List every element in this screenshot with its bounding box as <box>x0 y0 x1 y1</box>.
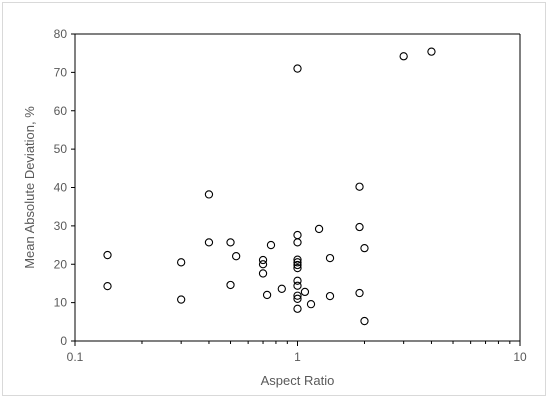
data-point <box>177 295 186 304</box>
y-tick-label: 10 <box>54 296 68 310</box>
data-point <box>262 290 272 300</box>
data-point <box>293 260 302 270</box>
y-tick-label: 60 <box>54 104 68 118</box>
x-tick-label: 10 <box>513 350 527 364</box>
data-point <box>293 294 302 303</box>
data-point <box>355 222 364 232</box>
y-tick-label: 50 <box>54 142 68 156</box>
data-point <box>226 238 235 247</box>
data-point <box>277 284 286 293</box>
data-point <box>360 243 369 253</box>
y-tick-label: 40 <box>54 181 68 195</box>
data-point <box>399 52 408 61</box>
data-point <box>293 230 302 240</box>
data-point <box>293 291 302 300</box>
data-point <box>204 238 214 247</box>
data-point <box>258 260 268 269</box>
data-point <box>258 255 268 265</box>
x-tick-label: 1 <box>294 350 301 364</box>
data-point <box>103 250 112 260</box>
data-point <box>293 276 302 285</box>
data-points <box>103 47 436 326</box>
data-point <box>293 258 302 267</box>
data-point <box>293 263 302 273</box>
y-tick-label: 70 <box>54 65 68 79</box>
tick-labels: 0 10 20 30 40 50 60 70 80 0.1 1 10 <box>54 27 527 364</box>
data-point <box>293 255 302 264</box>
data-point <box>103 281 112 291</box>
y-tick-label: 20 <box>54 257 68 271</box>
chart-frame <box>2 2 546 396</box>
data-point <box>427 47 436 56</box>
data-point <box>325 253 335 263</box>
y-tick-label: 80 <box>54 27 68 41</box>
data-point <box>314 224 324 234</box>
data-point <box>204 190 214 199</box>
data-point <box>293 238 302 247</box>
data-point <box>266 240 276 250</box>
data-point <box>232 252 241 261</box>
data-point <box>355 288 364 298</box>
data-point <box>360 316 369 326</box>
data-point <box>226 280 235 290</box>
data-point <box>293 304 302 313</box>
data-point <box>258 269 268 278</box>
x-tick-label: 0.1 <box>67 350 84 364</box>
data-point <box>177 258 186 267</box>
data-point <box>293 281 302 290</box>
data-point <box>293 64 302 73</box>
data-point <box>325 291 335 301</box>
y-axis-title: Mean Absolute Deviation, % <box>22 106 37 269</box>
y-tick-label: 30 <box>54 219 68 233</box>
data-point <box>300 287 310 297</box>
data-point <box>306 300 316 309</box>
y-tick-label: 0 <box>60 334 67 348</box>
x-axis-title: Aspect Ratio <box>261 373 335 388</box>
data-point <box>355 182 364 191</box>
ticks <box>71 33 521 346</box>
